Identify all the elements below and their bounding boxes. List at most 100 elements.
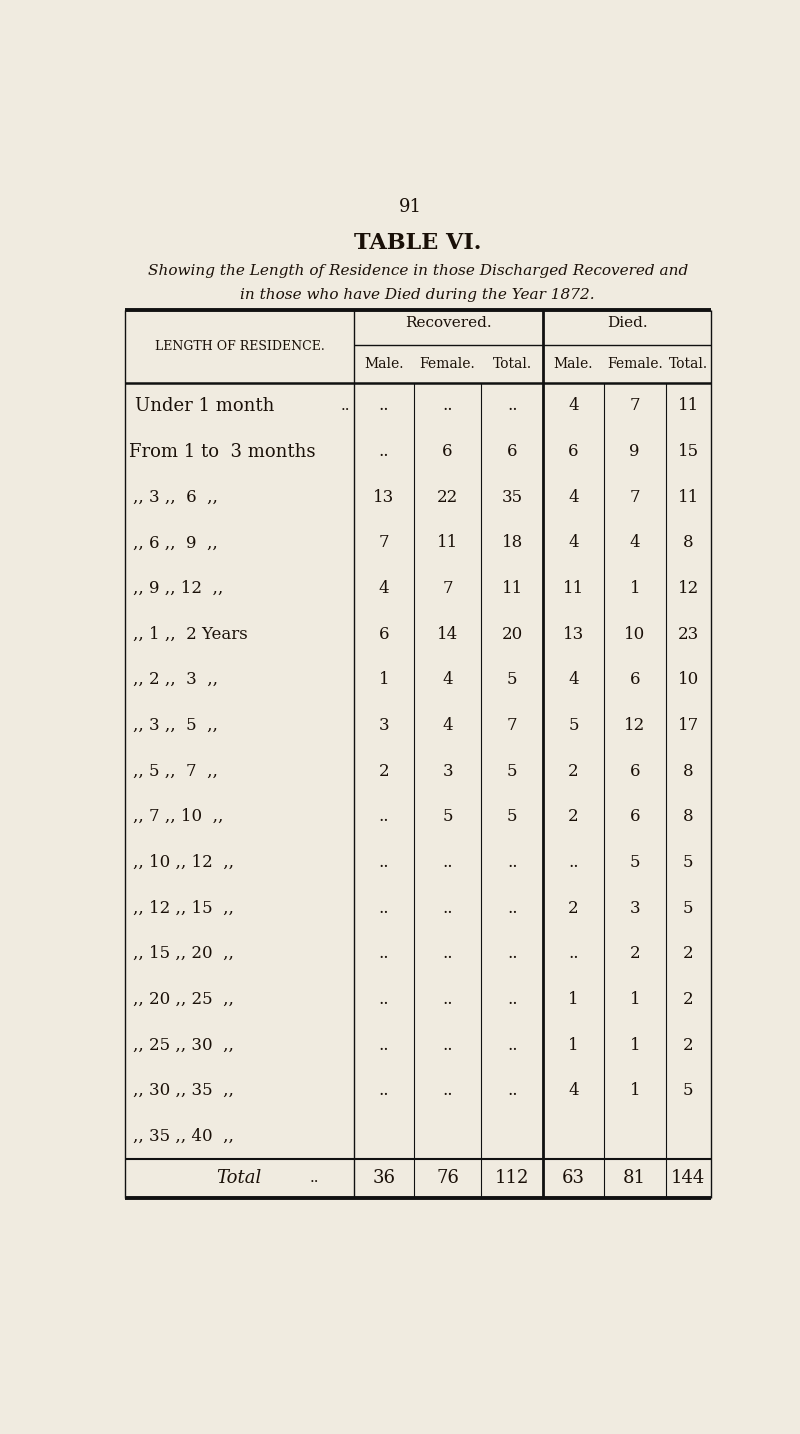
Text: in those who have Died during the Year 1872.: in those who have Died during the Year 1… bbox=[241, 287, 595, 301]
Text: 13: 13 bbox=[563, 625, 584, 642]
Text: ..: .. bbox=[378, 991, 390, 1008]
Text: ..: .. bbox=[568, 945, 578, 962]
Text: ,, 35 ,, 40  ,,: ,, 35 ,, 40 ,, bbox=[133, 1129, 234, 1144]
Text: ,, 15 ,, 20  ,,: ,, 15 ,, 20 ,, bbox=[133, 945, 234, 962]
Text: 12: 12 bbox=[624, 717, 646, 734]
Text: ..: .. bbox=[507, 1083, 518, 1100]
Text: Total: Total bbox=[216, 1170, 262, 1187]
Text: ,, 7 ,, 10  ,,: ,, 7 ,, 10 ,, bbox=[133, 809, 223, 826]
Text: 5: 5 bbox=[442, 809, 453, 826]
Text: 1: 1 bbox=[630, 1037, 640, 1054]
Text: 2: 2 bbox=[568, 899, 579, 916]
Text: ,, 2 ,,  3  ,,: ,, 2 ,, 3 ,, bbox=[133, 671, 218, 688]
Text: From 1 to  3 months: From 1 to 3 months bbox=[130, 443, 316, 460]
Text: ,, 3 ,,  5  ,,: ,, 3 ,, 5 ,, bbox=[133, 717, 218, 734]
Text: 5: 5 bbox=[683, 1083, 694, 1100]
Text: 11: 11 bbox=[678, 397, 699, 414]
Text: 5: 5 bbox=[507, 809, 518, 826]
Text: 2: 2 bbox=[683, 1037, 694, 1054]
Text: ..: .. bbox=[568, 855, 578, 870]
Text: 35: 35 bbox=[502, 489, 523, 506]
Text: 4: 4 bbox=[630, 535, 640, 551]
Text: 6: 6 bbox=[630, 671, 640, 688]
Text: 5: 5 bbox=[507, 671, 518, 688]
Text: 2: 2 bbox=[568, 809, 579, 826]
Text: 4: 4 bbox=[568, 535, 579, 551]
Text: 11: 11 bbox=[678, 489, 699, 506]
Text: ..: .. bbox=[442, 1037, 453, 1054]
Text: 81: 81 bbox=[623, 1170, 646, 1187]
Text: 6: 6 bbox=[378, 625, 390, 642]
Text: ,, 30 ,, 35  ,,: ,, 30 ,, 35 ,, bbox=[133, 1083, 234, 1100]
Text: ..: .. bbox=[378, 809, 390, 826]
Text: ..: .. bbox=[507, 855, 518, 870]
Text: 5: 5 bbox=[630, 855, 640, 870]
Text: 5: 5 bbox=[568, 717, 578, 734]
Text: 6: 6 bbox=[630, 809, 640, 826]
Text: 18: 18 bbox=[502, 535, 523, 551]
Text: 6: 6 bbox=[442, 443, 453, 460]
Text: 4: 4 bbox=[568, 671, 579, 688]
Text: Total.: Total. bbox=[493, 357, 532, 371]
Text: ..: .. bbox=[442, 397, 453, 414]
Text: 4: 4 bbox=[442, 717, 453, 734]
Text: Male.: Male. bbox=[364, 357, 404, 371]
Text: ..: .. bbox=[442, 991, 453, 1008]
Text: ..: .. bbox=[378, 899, 390, 916]
Text: 22: 22 bbox=[437, 489, 458, 506]
Text: Under 1 month: Under 1 month bbox=[135, 397, 274, 414]
Text: 12: 12 bbox=[678, 579, 699, 597]
Text: ..: .. bbox=[378, 397, 390, 414]
Text: ,, 25 ,, 30  ,,: ,, 25 ,, 30 ,, bbox=[133, 1037, 234, 1054]
Text: ..: .. bbox=[507, 991, 518, 1008]
Text: Died.: Died. bbox=[606, 317, 647, 330]
Text: ..: .. bbox=[310, 1172, 318, 1186]
Text: 23: 23 bbox=[678, 625, 699, 642]
Text: Showing the Length of Residence in those Discharged Recovered and: Showing the Length of Residence in those… bbox=[148, 264, 688, 278]
Text: Total.: Total. bbox=[669, 357, 708, 371]
Text: ,, 1 ,,  2 Years: ,, 1 ,, 2 Years bbox=[133, 625, 247, 642]
Text: ..: .. bbox=[378, 443, 390, 460]
Text: 1: 1 bbox=[378, 671, 390, 688]
Text: 11: 11 bbox=[563, 579, 584, 597]
Text: TABLE VI.: TABLE VI. bbox=[354, 232, 482, 254]
Text: 20: 20 bbox=[502, 625, 523, 642]
Text: 7: 7 bbox=[442, 579, 453, 597]
Text: 6: 6 bbox=[568, 443, 578, 460]
Text: ..: .. bbox=[341, 399, 350, 413]
Text: ..: .. bbox=[378, 945, 390, 962]
Text: 4: 4 bbox=[568, 489, 579, 506]
Text: 3: 3 bbox=[378, 717, 390, 734]
Text: 11: 11 bbox=[502, 579, 523, 597]
Text: 15: 15 bbox=[678, 443, 698, 460]
Text: ..: .. bbox=[507, 1037, 518, 1054]
Text: Male.: Male. bbox=[554, 357, 594, 371]
Text: 4: 4 bbox=[442, 671, 453, 688]
Text: ..: .. bbox=[378, 855, 390, 870]
Text: 7: 7 bbox=[630, 489, 640, 506]
Text: 2: 2 bbox=[568, 763, 579, 780]
Text: 4: 4 bbox=[568, 397, 579, 414]
Text: ,, 6 ,,  9  ,,: ,, 6 ,, 9 ,, bbox=[133, 535, 218, 551]
Text: ,, 5 ,,  7  ,,: ,, 5 ,, 7 ,, bbox=[133, 763, 218, 780]
Text: 76: 76 bbox=[436, 1170, 459, 1187]
Text: ..: .. bbox=[507, 945, 518, 962]
Text: ..: .. bbox=[442, 855, 453, 870]
Text: ..: .. bbox=[507, 397, 518, 414]
Text: ..: .. bbox=[442, 899, 453, 916]
Text: 2: 2 bbox=[683, 945, 694, 962]
Text: 2: 2 bbox=[378, 763, 390, 780]
Text: 3: 3 bbox=[630, 899, 640, 916]
Text: 2: 2 bbox=[630, 945, 640, 962]
Text: LENGTH OF RESIDENCE.: LENGTH OF RESIDENCE. bbox=[154, 340, 324, 353]
Text: 1: 1 bbox=[630, 991, 640, 1008]
Text: 7: 7 bbox=[507, 717, 518, 734]
Text: 13: 13 bbox=[374, 489, 394, 506]
Text: 8: 8 bbox=[683, 763, 694, 780]
Text: ..: .. bbox=[442, 1083, 453, 1100]
Text: Recovered.: Recovered. bbox=[406, 317, 492, 330]
Text: 10: 10 bbox=[678, 671, 699, 688]
Text: 1: 1 bbox=[568, 1037, 579, 1054]
Text: 1: 1 bbox=[568, 991, 579, 1008]
Text: 2: 2 bbox=[683, 991, 694, 1008]
